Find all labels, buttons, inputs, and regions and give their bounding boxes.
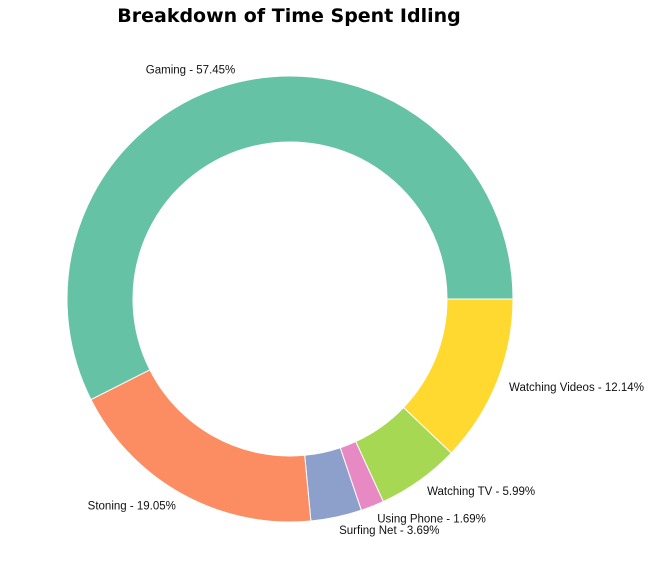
slice-label-watching-tv: Watching TV - 5.99% <box>427 486 535 498</box>
slice-stoning <box>90 369 312 523</box>
slice-label-gaming: Gaming - 57.45% <box>146 64 236 76</box>
chart-title: Breakdown of Time Spent Idling <box>117 5 460 27</box>
slice-label-watching-videos: Watching Videos - 12.14% <box>509 382 644 394</box>
slice-label-surfing-net: Surfing Net - 3.69% <box>339 525 439 537</box>
donut-slices <box>66 75 514 523</box>
slice-gaming <box>66 75 514 401</box>
slice-label-using-phone: Using Phone - 1.69% <box>377 513 486 525</box>
slice-labels: Watching Videos - 12.14% Watching TV - 5.… <box>88 64 644 536</box>
slice-label-stoning: Stoning - 19.05% <box>88 501 176 513</box>
